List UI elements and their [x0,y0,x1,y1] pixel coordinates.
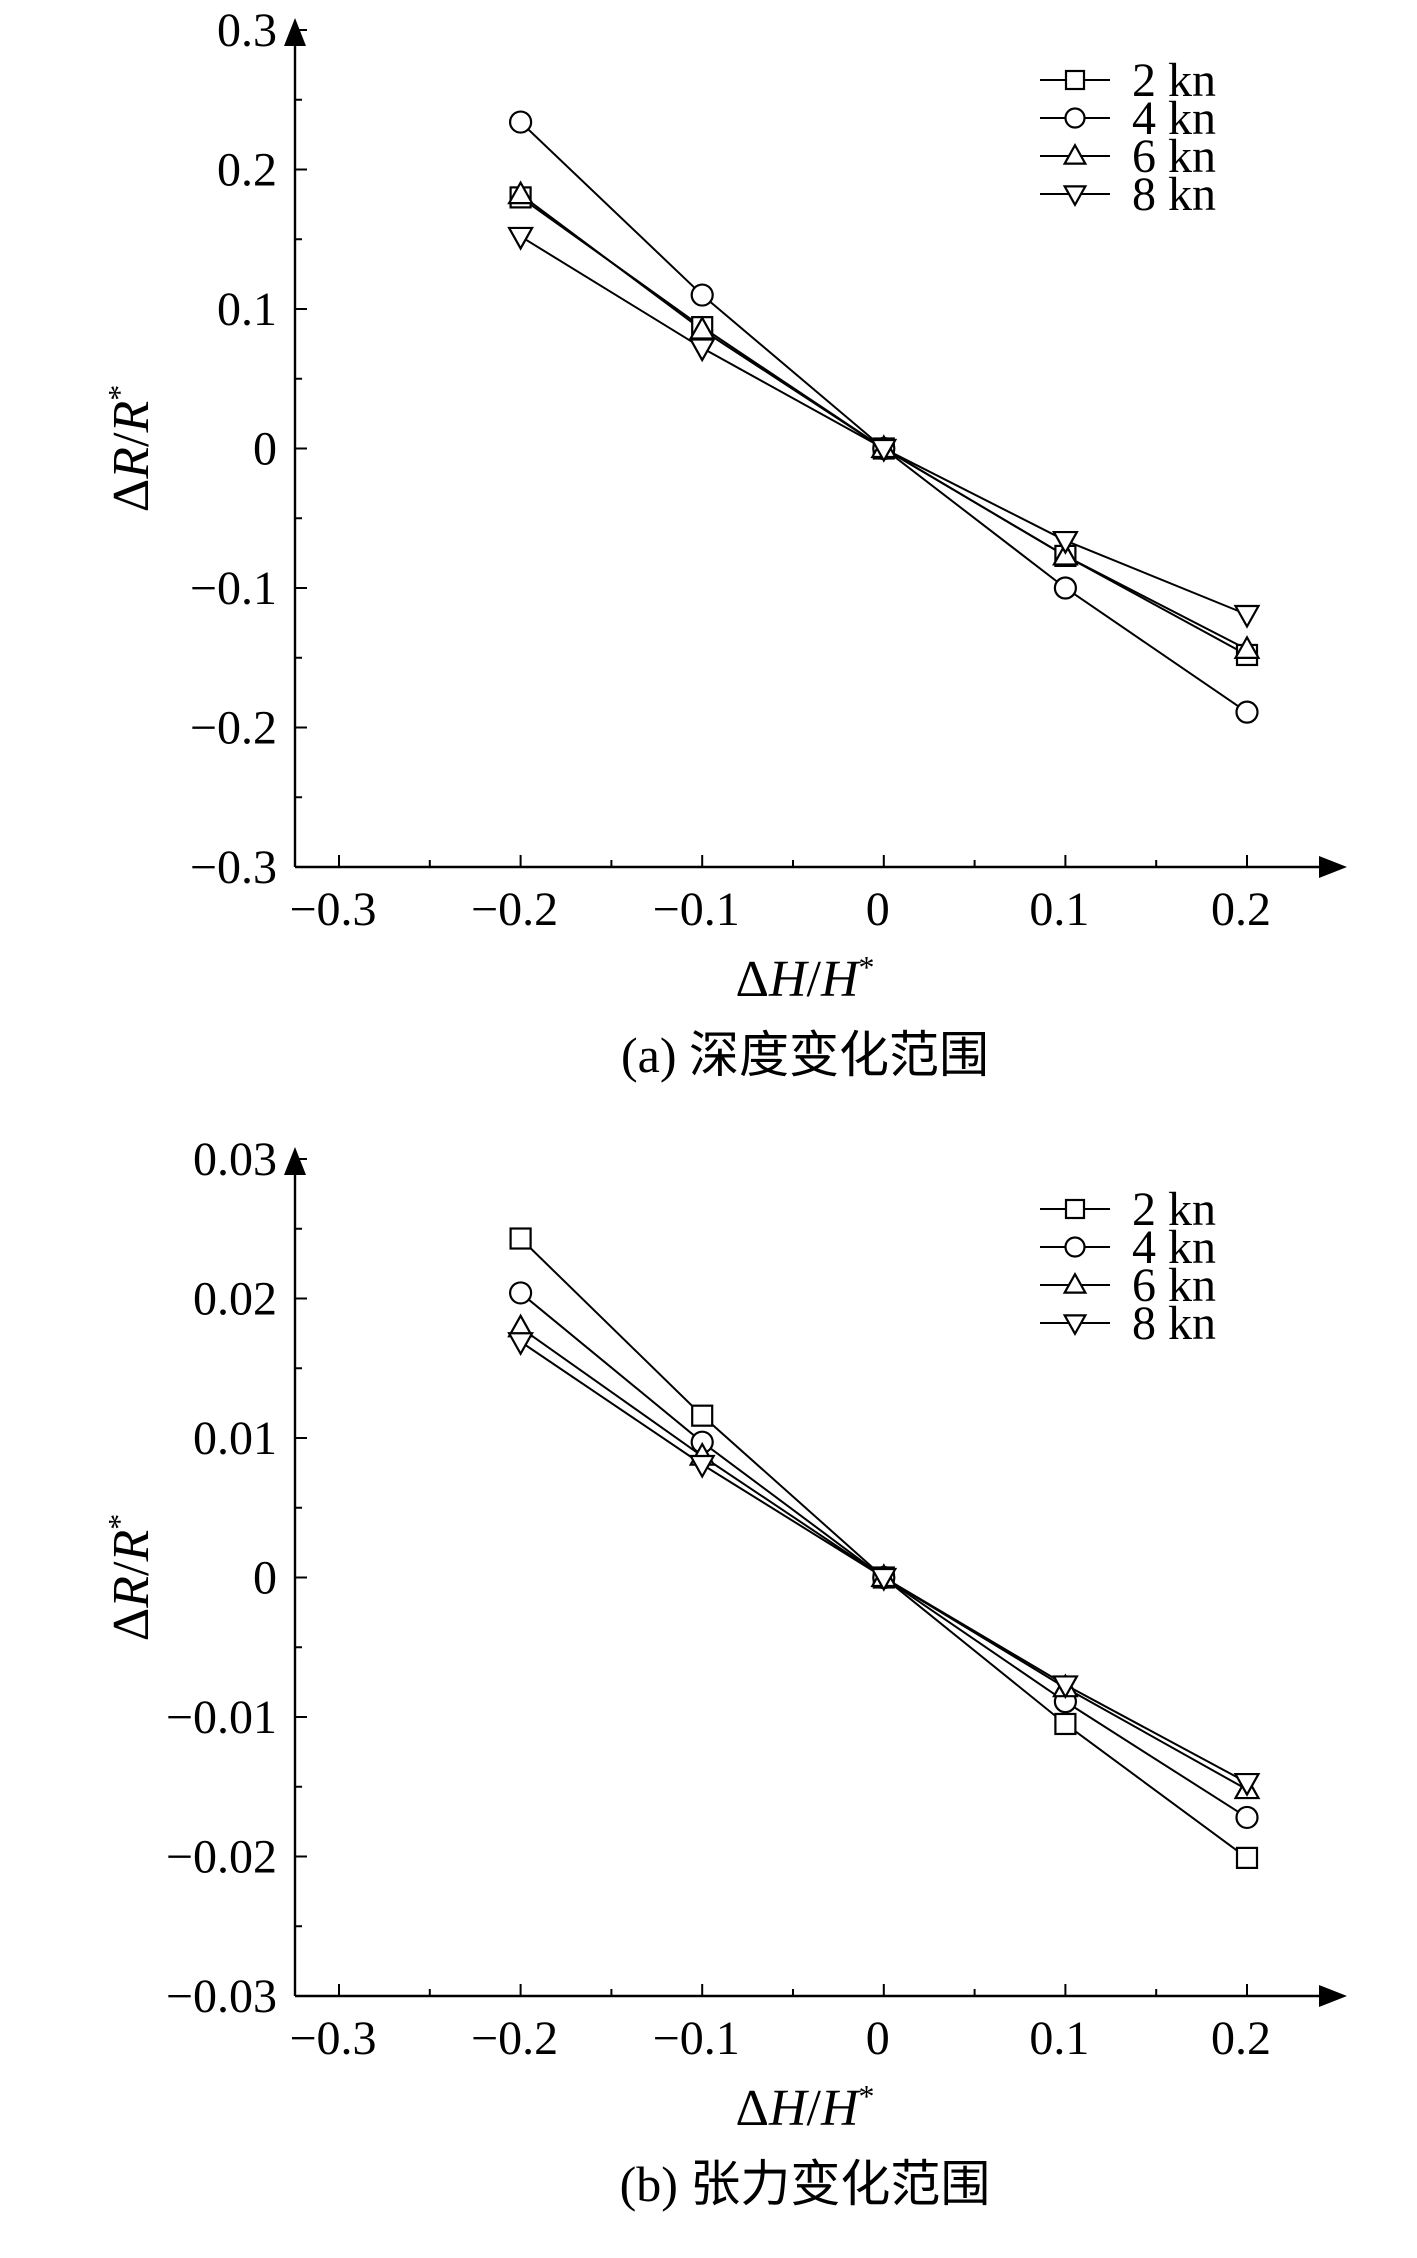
chart-a-legend-label: 8 kn [1132,168,1216,221]
chart-b-x-tick-label: −0.1 [653,2012,740,2065]
chart-b-y-tick-label: −0.01 [166,1691,277,1744]
chart-b-point-8-kn [507,1332,534,1356]
chart-b-point-2-kn [1235,1846,1259,1869]
chart-panel-a: −0.3 −0.2 −0.1 0 0.1 0.2 0.3 −0.3 −0.2 −0.1 0 0.1 0.… [101,4,1347,1083]
chart-b-legend-marker [1062,1271,1088,1294]
chart-a-x-tick-label: 0.2 [1211,883,1271,936]
chart-b-point-2-kn [1054,1712,1077,1736]
chart-b-legend-marker [1062,1314,1088,1337]
chart-a-y-axis-label: ΔR/R* [101,385,160,512]
chart-a-y-tick-label: 0.3 [217,4,277,57]
chart-a-point-4-kn [690,283,714,307]
chart-a-x-tick-label: −0.1 [653,883,740,936]
chart-b-y-tick-label: 0.02 [193,1273,277,1326]
chart-b-point-4-kn [1235,1805,1259,1830]
chart-a-point-8-kn [688,338,716,363]
chart-b-series-line-4-kn [519,1292,1248,1819]
chart-b-point-8-kn [688,1454,716,1479]
chart-a-x-axis-label: ΔH/H* [735,949,874,1008]
chart-b-series-line-6-kn [520,1326,1248,1791]
chart-b-x-tick-label: 0 [866,2012,890,2065]
chart-a-point-8-kn [1052,530,1079,555]
chart-b-point-2-kn [691,1404,714,1427]
chart-b-y-axis-arrow [284,1147,306,1175]
chart-a-point-6-kn [1233,635,1261,659]
chart-b-legend-marker [1064,1198,1086,1220]
chart-a-legend-marker [1062,185,1088,208]
chart-a-y-tick-label: 0.2 [217,144,277,197]
chart-b-point-4-kn [508,1281,533,1305]
chart-b-legend-label: 2 kn [1132,1183,1216,1236]
chart-b-legend-label: 6 kn [1132,1259,1216,1312]
chart-a-y-axis-arrow [284,18,306,46]
chart-a-y-tick-label: −0.3 [190,841,277,894]
chart-a-point-8-kn [507,226,534,251]
chart-a-legend-marker [1064,69,1086,91]
chart-b-y-axis-label: ΔR/R* [101,1514,160,1641]
chart-b-point-8-kn [1052,1675,1079,1700]
chart-a-y-tick-label: −0.2 [190,702,277,755]
chart-b-point-8-kn [1233,1772,1261,1797]
chart-b-x-tick-label: −0.2 [471,2012,558,2065]
chart-b-x-tick-label: 0.1 [1029,2012,1089,2065]
chart-b-x-tick-label: 0.2 [1211,2012,1271,2065]
chart-b-legend-label: 8 kn [1132,1297,1216,1350]
chart-b-y-tick-label: 0 [253,1552,277,1605]
chart-b-x-tick-label: −0.3 [289,2012,376,2065]
chart-a-point-8-kn [870,438,898,463]
chart-a-caption: (a) 深度变化范围 [621,1027,989,1083]
chart-a-x-axis-arrow [1319,856,1347,878]
chart-a-point-6-kn [507,180,534,205]
chart-a-point-4-kn [1053,576,1078,600]
chart-a-x-tick-label: −0.3 [289,883,376,936]
chart-b-legend-label: 4 kn [1132,1221,1216,1274]
chart-svg-a: −0.3 −0.2 −0.1 0 0.1 0.2 0.3 −0.3 −0.2 −0.1 0 0.1 0.… [101,4,1347,1083]
chart-a-x-tick-label: 0.1 [1029,883,1089,936]
chart-a-series-line-2-kn [520,196,1248,656]
chart-a-y-tick-label: 0.1 [217,283,277,336]
chart-a-point-8-kn [1233,604,1261,629]
chart-b-y-tick-label: 0.01 [193,1412,277,1465]
chart-a-x-tick-label: −0.2 [471,883,558,936]
chart-b-point-8-kn [870,1567,898,1592]
chart-a-legend-label: 2 kn [1132,54,1216,107]
chart-a-legend-marker [1064,107,1086,129]
chart-a-point-6-kn [688,315,716,340]
chart-a-legend-label: 6 kn [1132,130,1216,183]
chart-b-x-axis-arrow [1319,1985,1347,2007]
chart-b-legend-marker [1064,1236,1086,1258]
chart-a-legend-label: 4 kn [1132,92,1216,145]
chart-b-caption: (b) 张力变化范围 [620,2156,991,2212]
chart-svg-b: −0.03 −0.02 −0.01 0 0.01 0.02 0.03 −0.3 −0.2 −0.1… [101,1133,1347,2212]
chart-b-x-axis-label: ΔH/H* [735,2078,874,2137]
chart-a-y-tick-label: −0.1 [190,562,277,615]
chart-b-y-tick-label: −0.02 [166,1831,277,1884]
chart-b-y-tick-label: −0.03 [166,1970,277,2023]
chart-b-point-2-kn [509,1227,532,1250]
chart-b-series-line-8-kn [520,1340,1248,1784]
chart-a-point-4-kn [1235,700,1259,724]
chart-a-series-line-6-kn [520,193,1248,651]
chart-a-x-tick-label: 0 [866,883,890,936]
chart-panel-b: −0.03 −0.02 −0.01 0 0.01 0.02 0.03 −0.3 −0.2 −0.1… [0,1129,1417,2258]
chart-a-point-4-kn [508,110,533,134]
chart-b-y-tick-label: 0.03 [193,1133,277,1186]
chart-a-legend-marker [1062,142,1088,165]
chart-a-y-tick-label: 0 [253,423,277,476]
chart-a-series-line-8-kn [520,235,1248,616]
